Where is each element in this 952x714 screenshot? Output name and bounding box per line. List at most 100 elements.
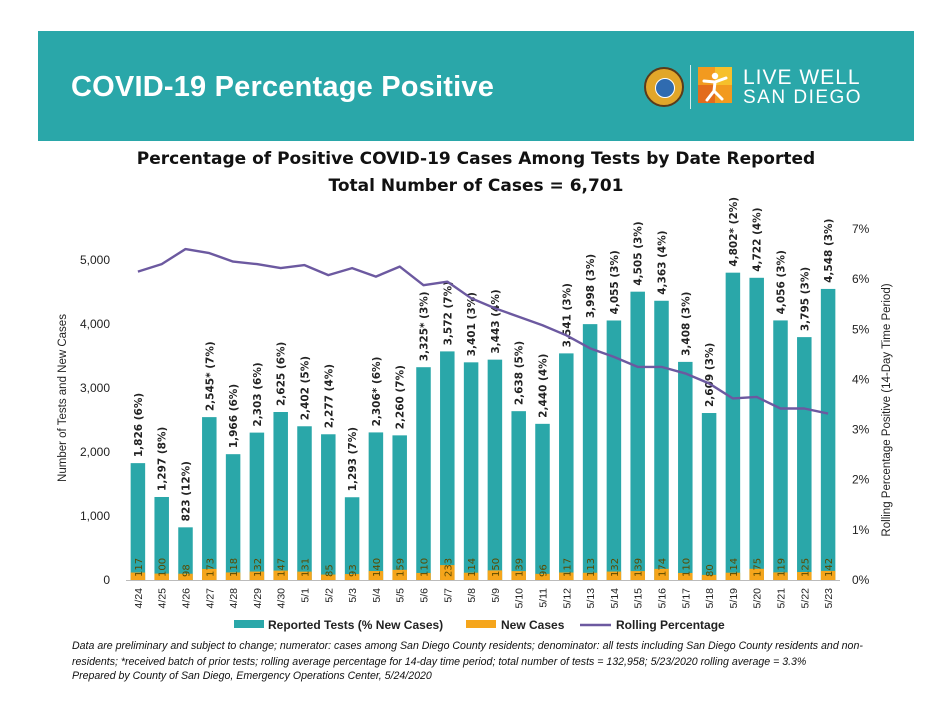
- x-tick-label: 5/8: [466, 588, 478, 603]
- test-bar-label: 2,277 (4%): [323, 364, 335, 428]
- new-cases-bar: [797, 572, 812, 580]
- test-bar-label: 4,056 (3%): [776, 250, 788, 314]
- x-tick-label: 5/4: [371, 588, 383, 603]
- test-bar: [797, 337, 812, 580]
- new-cases-label: 140: [372, 558, 383, 577]
- x-tick-label: 5/23: [823, 588, 835, 609]
- test-bar-label: 3,401 (3%): [466, 292, 478, 356]
- x-tick-label: 5/20: [752, 588, 764, 609]
- new-cases-label: 142: [824, 558, 835, 577]
- test-bar: [582, 324, 598, 580]
- x-tick-label: 5/16: [657, 588, 669, 609]
- chart-subtitle: Total Number of Cases = 6,701: [328, 176, 624, 196]
- y-tick-label: 4,000: [80, 317, 110, 331]
- x-tick-label: 4/29: [252, 588, 264, 609]
- new-cases-label: 118: [229, 558, 240, 577]
- y2-tick-label: 1%: [852, 523, 870, 537]
- new-cases-bar: [368, 571, 384, 580]
- y-tick-label: 5,000: [80, 253, 110, 267]
- test-bar-label: 3,408 (3%): [680, 292, 692, 356]
- logo-text-line1: LIVE WELL: [743, 66, 861, 89]
- y2-tick-label: 4%: [852, 372, 870, 386]
- y2-tick-label: 6%: [852, 272, 870, 286]
- x-tick-label: 5/3: [347, 588, 359, 603]
- y-tick-label: 2,000: [80, 445, 110, 459]
- test-bar: [130, 463, 146, 580]
- new-cases-label: 125: [800, 558, 811, 577]
- county-seal-logo: [644, 67, 684, 107]
- x-tick-label: 5/19: [728, 588, 740, 609]
- test-bar: [297, 426, 312, 580]
- new-cases-bar: [487, 570, 503, 580]
- test-bar: [440, 351, 455, 580]
- y2-tick-label: 3%: [852, 423, 870, 437]
- test-bar: [202, 417, 217, 580]
- logo-divider: [690, 65, 691, 109]
- test-bar-label: 4,722 (4%): [752, 207, 764, 271]
- test-bar: [678, 361, 693, 580]
- new-cases-bar: [701, 574, 717, 580]
- y-axis-title: Number of Tests and New Cases: [57, 314, 69, 482]
- x-tick-label: 4/26: [181, 588, 193, 609]
- new-cases-bar: [773, 572, 788, 580]
- new-cases-bar: [344, 574, 360, 580]
- test-bar: [249, 432, 265, 580]
- test-bar-label: 2,609 (3%): [704, 343, 716, 407]
- new-cases-label: 85: [324, 564, 335, 577]
- test-bar: [630, 291, 645, 580]
- combo-chart: 0 1,000 2,000 3,000 4,000 5,000 0% 1% 2% 3% 4% 5% 6%…: [57, 197, 893, 632]
- test-bar-label: 2,306* (6%): [371, 357, 383, 427]
- new-cases-label: 98: [182, 564, 193, 577]
- new-cases-bar: [130, 572, 146, 580]
- test-bar-label: 4,802* (2%): [728, 197, 740, 267]
- x-tick-label: 4/28: [228, 588, 240, 609]
- new-cases-bar: [749, 568, 764, 580]
- y2-axis-title: Rolling Percentage Positive (14-Day Time…: [881, 283, 893, 536]
- new-cases-label: 132: [610, 558, 621, 577]
- test-bar-label: 3,998 (3%): [585, 254, 597, 318]
- x-tick-label: 5/10: [514, 588, 526, 609]
- test-bar-label: 2,402 (5%): [300, 356, 312, 420]
- new-cases-label: 114: [729, 558, 740, 577]
- x-tick-label: 5/15: [633, 588, 645, 609]
- test-bar-label: 3,541 (3%): [561, 283, 573, 347]
- x-tick-label: 5/7: [442, 588, 454, 603]
- y2-tick-label: 7%: [852, 222, 870, 236]
- test-bar: [321, 434, 336, 580]
- x-tick-label: 5/18: [704, 588, 716, 609]
- test-bar-label: 3,572 (7%): [442, 281, 454, 345]
- test-bar: [416, 367, 431, 580]
- new-cases-label: 80: [705, 564, 716, 577]
- new-cases-label: 233: [443, 558, 454, 577]
- new-cases-label: 139: [515, 558, 526, 577]
- new-cases-bar: [725, 572, 741, 580]
- new-cases-label: 132: [253, 558, 264, 577]
- new-cases-bar: [297, 571, 312, 580]
- test-bar-label: 4,505 (3%): [633, 221, 645, 285]
- rolling-percentage-line: [137, 247, 829, 415]
- test-bar: [654, 300, 669, 580]
- test-bar: [559, 353, 574, 580]
- chart-title: Percentage of Positive COVID-19 Cases Am…: [136, 149, 816, 169]
- test-bar-label: 2,625 (6%): [276, 342, 288, 406]
- test-bar-label: 4,548 (3%): [823, 219, 835, 283]
- y2-tick-label: 5%: [852, 322, 870, 336]
- new-cases-label: 147: [277, 558, 288, 577]
- test-bar: [820, 288, 836, 580]
- test-bar-label: 2,303 (6%): [252, 362, 264, 426]
- new-cases-bar: [678, 572, 693, 580]
- test-bar-label: 4,363 (4%): [657, 230, 669, 294]
- x-tick-label: 5/11: [538, 588, 550, 608]
- test-bar: [154, 496, 169, 580]
- x-tick-label: 4/24: [133, 588, 145, 609]
- legend-label-tests: Reported Tests (% New Cases): [268, 618, 443, 632]
- new-cases-label: 139: [634, 558, 645, 577]
- test-bar: [392, 435, 407, 580]
- legend-label-new-cases: New Cases: [501, 618, 565, 632]
- prepared-by-note: Prepared by County of San Diego, Emergen…: [72, 670, 432, 682]
- test-bar: [749, 277, 764, 580]
- test-bar-label: 1,297 (8%): [157, 427, 169, 491]
- new-cases-bar: [154, 573, 169, 580]
- header-banner: COVID-19 Percentage Positive LIVE WELL S…: [38, 31, 914, 141]
- test-bar-label: 823 (12%): [181, 461, 193, 521]
